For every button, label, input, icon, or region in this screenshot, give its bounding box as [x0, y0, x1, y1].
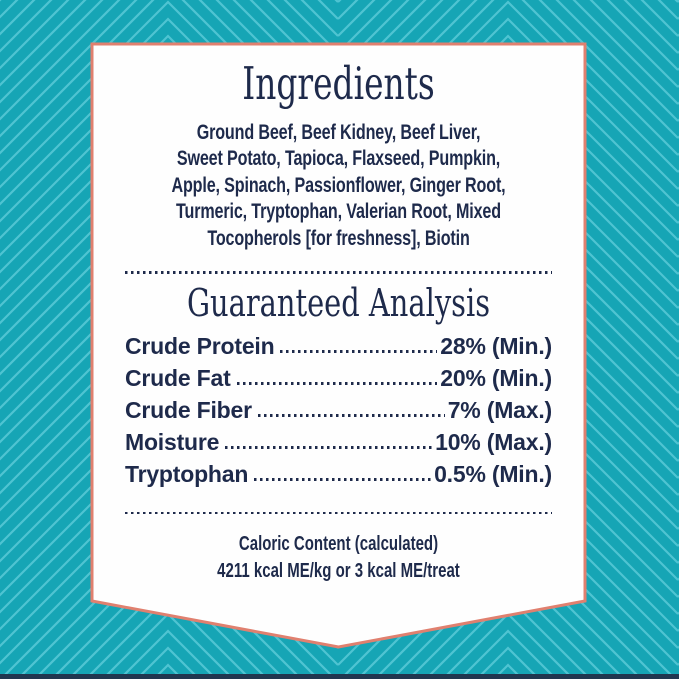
ingredients-line: Apple, Spinach, Passionflower, Ginger Ro…: [171, 172, 506, 197]
analysis-row: Crude Fat 20% (Min.): [125, 362, 552, 394]
analysis-label: Crude Fat: [125, 364, 231, 391]
caloric-content-line: Caloric Content (calculated): [238, 533, 439, 556]
analysis-label: Crude Fiber: [125, 396, 252, 423]
analysis-value: 7% (Max.): [447, 396, 552, 423]
caloric-content-line: 4211 kcal ME/kg or 3 kcal ME/treat: [217, 560, 460, 583]
analysis-row: Moisture 10% (Max.): [125, 426, 552, 458]
dot-leader: [280, 350, 438, 353]
ingredients-line: Sweet Potato, Tapioca, Flaxseed, Pumpkin…: [176, 146, 501, 171]
ingredients-line: Tocopherols [for freshness], Biotin: [207, 225, 470, 250]
analysis-label: Tryptophan: [125, 460, 249, 487]
badge-card-outline: [90, 42, 587, 649]
analysis-row: Tryptophan 0.5% (Min.): [125, 458, 552, 490]
ingredients-line: Turmeric, Tryptophan, Valerian Root, Mix…: [176, 199, 501, 224]
dot-leader: [257, 414, 445, 417]
dotted-divider-bottom: [125, 511, 552, 515]
dot-leader: [254, 478, 432, 481]
dotted-divider-top: [125, 271, 552, 274]
dot-leader: [236, 382, 438, 385]
analysis-value: 28% (Min.): [440, 332, 552, 359]
dot-leader: [225, 446, 433, 449]
ingredients-title: Ingredients: [242, 57, 435, 110]
bottom-edge-strip: [0, 674, 679, 679]
analysis-value: 10% (Max.): [435, 428, 552, 455]
label-card: Ingredients Ground Beef, Beef Kidney, Be…: [92, 44, 585, 585]
analysis-row: Crude Fiber 7% (Max.): [125, 394, 552, 426]
analysis-value: 0.5% (Min.): [434, 460, 552, 487]
ingredients-line: Ground Beef, Beef Kidney, Beef Liver,: [196, 119, 481, 144]
analysis-value: 20% (Min.): [440, 364, 552, 391]
analysis-table: Crude Protein 28% (Min.) Crude Fat 20% (…: [125, 330, 552, 490]
caloric-content: Caloric Content (calculated) 4211 kcal M…: [154, 531, 524, 585]
ingredients-list: Ground Beef, Beef Kidney, Beef Liver, Sw…: [154, 119, 524, 252]
analysis-row: Crude Protein 28% (Min.): [125, 330, 552, 362]
analysis-label: Crude Protein: [125, 332, 275, 359]
analysis-label: Moisture: [125, 428, 220, 455]
guaranteed-analysis-title: Guaranteed Analysis: [186, 280, 491, 325]
